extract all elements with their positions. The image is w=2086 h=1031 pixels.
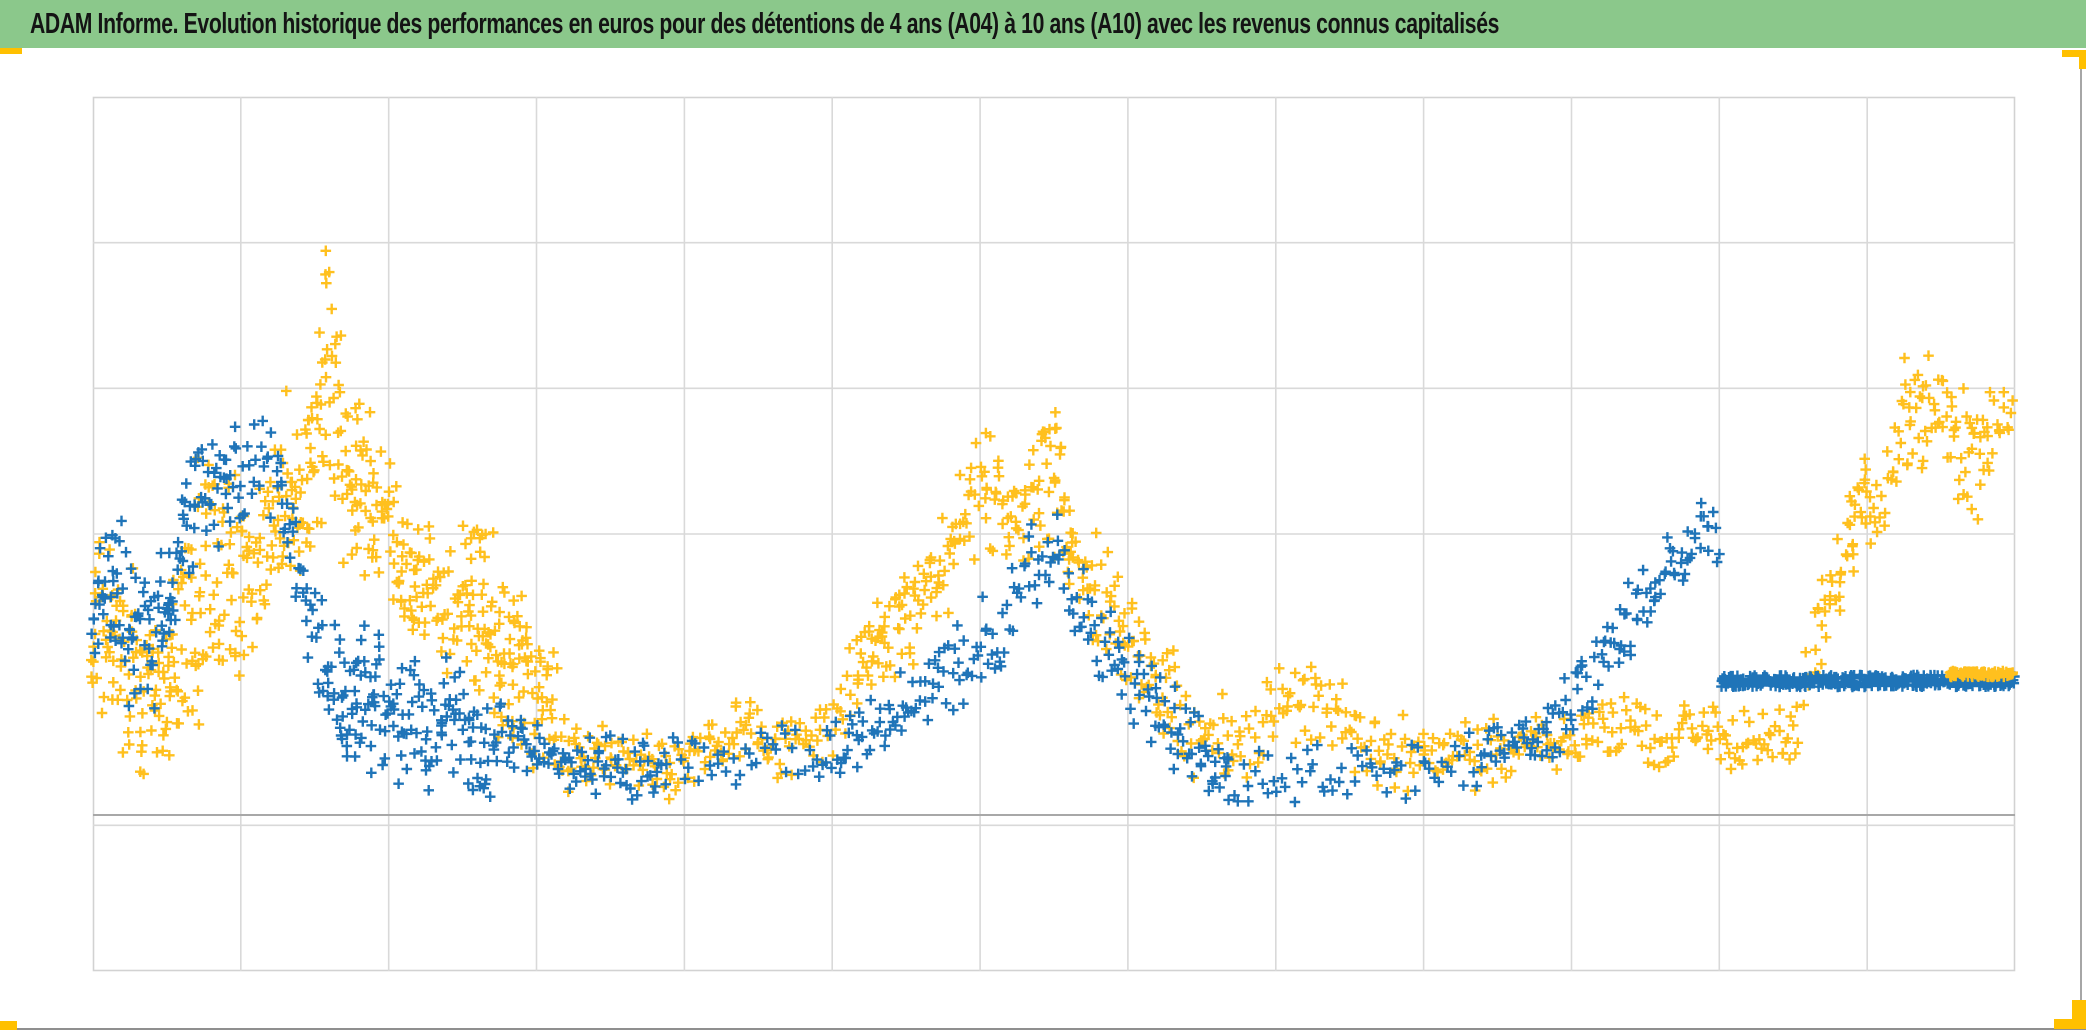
page-border-right	[2080, 52, 2082, 1029]
corner-accent-top-right-vertical	[2079, 50, 2086, 69]
page-border-bottom	[0, 1028, 2086, 1030]
overlay-série-jaune	[1944, 665, 2018, 683]
markers-série-bleue	[86, 415, 1725, 808]
corner-accent-top-left	[0, 48, 22, 54]
report-title: ADAM Informe. Evolution historique des p…	[30, 7, 1500, 40]
corner-accent-bottom-left	[0, 1021, 17, 1030]
corner-accent-bottom-right-horizontal	[2054, 1019, 2086, 1029]
corner-accent-top-right-horizontal	[2062, 50, 2086, 57]
title-bar: ADAM Informe. Evolution historique des p…	[0, 0, 2086, 48]
